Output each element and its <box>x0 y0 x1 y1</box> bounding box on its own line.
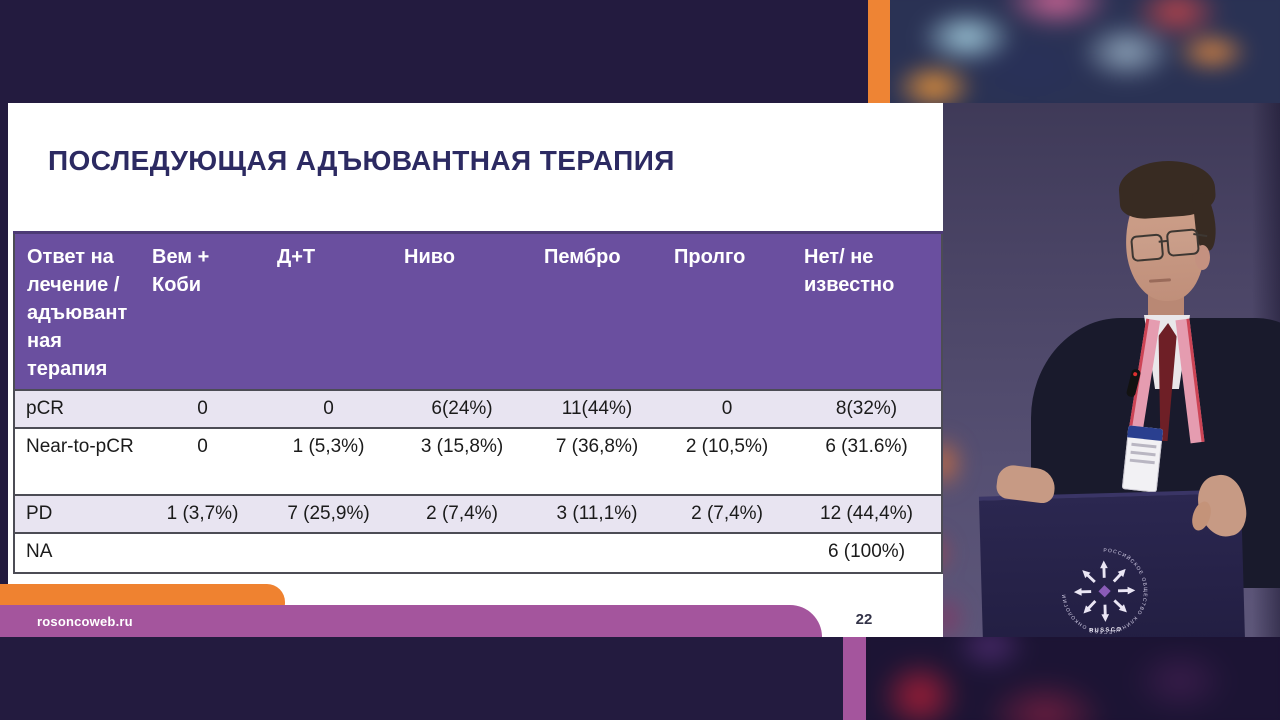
badge-text-line <box>1131 442 1157 449</box>
logo-arrows <box>1073 560 1136 622</box>
slide-title: ПОСЛЕДУЮЩАЯ АДЪЮВАНТНАЯ ТЕРАПИЯ <box>48 145 675 176</box>
table-cell <box>662 532 792 573</box>
logo-center-diamond <box>1098 585 1111 598</box>
glasses-lens <box>1130 233 1165 263</box>
podium: РОССИЙСКОЕ ОБЩЕСТВО КЛИНИЧЕСКОЙ ОНКОЛОГИ… <box>978 489 1246 637</box>
table-cell: 6 (31.6%) <box>792 427 942 495</box>
table-cell: 2 (7,4%) <box>662 494 792 533</box>
footer-url: rosoncoweb.ru <box>37 614 133 629</box>
stage-lights-glow <box>943 403 985 637</box>
table-row-na: NA 6 (100%) <box>14 532 942 573</box>
table-row-pcr: pCR 0 0 6(24%) 11(44%) 0 8(32%) <box>14 389 942 428</box>
row-label: pCR <box>14 389 140 428</box>
table-cell: 0 <box>265 389 392 428</box>
table-cell: 7 (36,8%) <box>532 427 662 495</box>
table-cell: 1 (5,3%) <box>265 427 392 495</box>
badge-text-line <box>1130 450 1156 457</box>
page-number: 22 <box>855 611 873 628</box>
microphone-light <box>1132 371 1138 377</box>
column-header-unknown: Нет/ не известно <box>792 231 942 390</box>
column-header-prolgo: Пролго <box>662 231 792 390</box>
table-cell: 3 (11,1%) <box>532 494 662 533</box>
table-cell: 8(32%) <box>792 389 942 428</box>
column-header-vem-kobi: Вем + Коби <box>140 231 265 390</box>
table-cell: 2 (7,4%) <box>392 494 532 533</box>
table-cell: 0 <box>662 389 792 428</box>
audience-bokeh-photo-bottom <box>866 637 1280 720</box>
row-label: Near-to-pCR <box>14 427 140 495</box>
row-label: PD <box>14 494 140 533</box>
table-cell: 0 <box>140 427 265 495</box>
bokeh-blobs <box>890 0 1280 103</box>
table-cell: 6(24%) <box>392 389 532 428</box>
table-cell <box>140 532 265 573</box>
footer-magenta-bar: rosoncoweb.ru <box>0 605 822 637</box>
speaker-video: РОССИЙСКОЕ ОБЩЕСТВО КЛИНИЧЕСКОЙ ОНКОЛОГИ… <box>943 103 1280 637</box>
row-label: NA <box>14 532 140 573</box>
presentation-slide: ПОСЛЕДУЮЩАЯ АДЪЮВАНТНАЯ ТЕРАПИЯ Ответ на… <box>8 103 943 637</box>
table-cell: 12 (44,4%) <box>792 494 942 533</box>
table-cell <box>392 532 532 573</box>
column-header-response: Ответ на лечение / адъювантная терапия <box>14 231 140 390</box>
adjuvant-therapy-table: Ответ на лечение / адъювантная терапия В… <box>13 231 943 574</box>
table-row-near-to-pcr: Near-to-pCR 0 1 (5,3%) 3 (15,8%) 7 (36,8… <box>14 427 942 495</box>
bokeh-blobs <box>866 637 1280 720</box>
conference-badge <box>1121 425 1164 493</box>
orange-accent-stripe <box>868 0 890 103</box>
table-cell <box>532 532 662 573</box>
footer-orange-bar <box>0 584 285 608</box>
table-cell: 3 (15,8%) <box>392 427 532 495</box>
table-row-pd: PD 1 (3,7%) 7 (25,9%) 2 (7,4%) 3 (11,1%)… <box>14 494 942 533</box>
logo-label: RUSSCO <box>1089 627 1122 634</box>
badge-text-line <box>1129 458 1155 465</box>
speaker-ear <box>1195 245 1210 270</box>
table-cell <box>265 532 392 573</box>
table-cell: 1 (3,7%) <box>140 494 265 533</box>
magenta-accent-stub <box>843 637 866 720</box>
table-cell: 0 <box>140 389 265 428</box>
audience-bokeh-photo-top <box>890 0 1280 103</box>
table-header-row: Ответ на лечение / адъювантная терапия В… <box>14 231 942 390</box>
table-cell: 11(44%) <box>532 389 662 428</box>
table-cell: 7 (25,9%) <box>265 494 392 533</box>
badge-header-band <box>1127 425 1164 441</box>
column-header-pembro: Пембро <box>532 231 662 390</box>
russco-logo-icon: РОССИЙСКОЕ ОБЩЕСТВО КЛИНИЧЕСКОЙ ОНКОЛОГИ… <box>1055 542 1154 637</box>
table-cell: 6 (100%) <box>792 532 942 573</box>
table-cell: 2 (10,5%) <box>662 427 792 495</box>
column-header-dt: Д+Т <box>265 231 392 390</box>
column-header-nivo: Ниво <box>392 231 532 390</box>
